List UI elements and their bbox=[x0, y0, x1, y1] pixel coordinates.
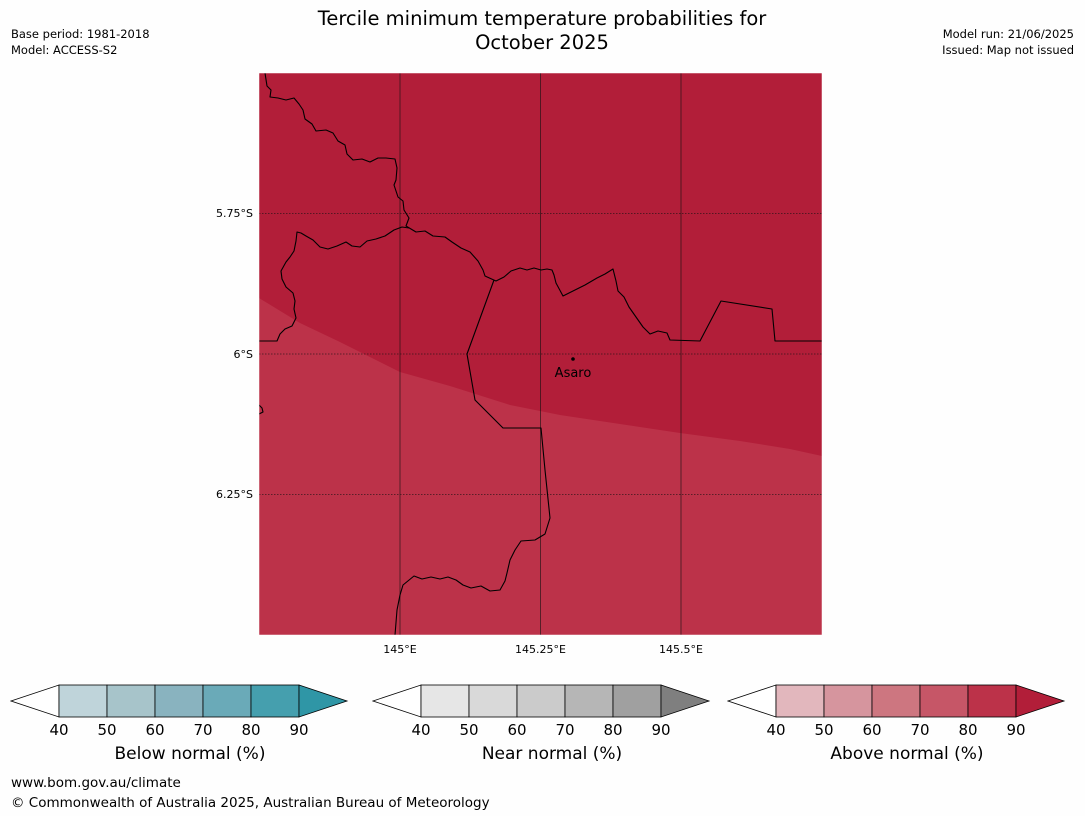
colorbar-below-normal-tick: 50 bbox=[97, 721, 117, 739]
lon-label-145-25e: 145.25°E bbox=[515, 643, 566, 656]
colorbar-below-normal-lower-extend bbox=[10, 684, 60, 718]
colorbar-near-normal-upper-extend bbox=[660, 684, 711, 718]
colorbar-near-normal-swatches bbox=[372, 684, 711, 718]
base-period-text: Base period: 1981-2018 bbox=[11, 27, 150, 41]
colorbar-near-normal-swatch bbox=[564, 684, 614, 718]
colorbar-above-normal-tick: 70 bbox=[910, 721, 930, 739]
boundary-west-edge bbox=[259, 404, 264, 415]
colorbar-above-normal-swatches bbox=[727, 684, 1066, 718]
boundary-southern bbox=[394, 279, 551, 635]
lat-label-6-25s: 6.25°S bbox=[216, 488, 253, 501]
colorbar-above-normal-swatch bbox=[871, 684, 921, 718]
colorbar-above-normal-tick: 40 bbox=[766, 721, 786, 739]
lat-label-6s: 6°S bbox=[234, 348, 253, 361]
colorbar-below-normal-swatch bbox=[250, 684, 300, 718]
colorbar-below-normal-tick: 80 bbox=[241, 721, 261, 739]
colorbar-above-normal-swatch bbox=[919, 684, 969, 718]
colorbar-above-normal-tick: 80 bbox=[958, 721, 978, 739]
colorbar-near-normal-tick: 80 bbox=[603, 721, 623, 739]
colorbar-above-normal-upper-extend bbox=[1015, 684, 1066, 718]
colorbar-below-normal-swatch bbox=[154, 684, 204, 718]
issued-text: Issued: Map not issued bbox=[942, 43, 1074, 57]
colorbar-near-normal-swatch bbox=[612, 684, 662, 718]
colorbar-above-normal-tick: 50 bbox=[814, 721, 834, 739]
model-text: Model: ACCESS-S2 bbox=[11, 43, 118, 57]
title-line-2: October 2025 bbox=[475, 31, 609, 54]
model-run-text: Model run: 21/06/2025 bbox=[942, 27, 1074, 41]
footer-copyright: © Commonwealth of Australia 2025, Austra… bbox=[11, 795, 490, 811]
map: Asaro 5.75°S 6°S 6.25°S 145°E 145.25°E 1… bbox=[216, 72, 823, 656]
colorbar-above-normal-label: Above normal (%) bbox=[830, 744, 984, 764]
colorbar-above-normal-tick: 90 bbox=[1006, 721, 1026, 739]
colorbar-above-normal-swatch bbox=[967, 684, 1017, 718]
colorbar-above-normal-swatch bbox=[823, 684, 873, 718]
colorbar-below-normal-swatch bbox=[106, 684, 156, 718]
colorbar-below-normal-tick: 40 bbox=[49, 721, 69, 739]
metadata-right: Model run: 21/06/2025 Issued: Map not is… bbox=[942, 26, 1074, 58]
colorbar-near-normal-tick: 90 bbox=[651, 721, 671, 739]
chart-title: Tercile minimum temperature probabilitie… bbox=[242, 7, 842, 55]
boundary-northern bbox=[264, 73, 822, 342]
colorbar-below-normal-swatches bbox=[10, 684, 349, 718]
colorbar-near-normal-swatch bbox=[516, 684, 566, 718]
colorbar-near-normal-tick: 60 bbox=[507, 721, 527, 739]
graticule bbox=[259, 73, 822, 635]
colorbar-below-normal: Below normal (%) 40 50 60 70 80 90 bbox=[10, 680, 370, 770]
lon-label-145-5e: 145.5°E bbox=[659, 643, 703, 656]
lat-label-5-75s: 5.75°S bbox=[216, 207, 253, 220]
colorbar-below-normal-swatch bbox=[58, 684, 108, 718]
asaro-marker bbox=[571, 357, 575, 361]
colorbar-below-normal-label: Below normal (%) bbox=[114, 744, 266, 764]
colorbar-near-normal: Near normal (%) 40 50 60 70 80 90 bbox=[372, 680, 732, 770]
colorbar-near-normal-tick: 50 bbox=[459, 721, 479, 739]
footer-url: www.bom.gov.au/climate bbox=[11, 775, 181, 791]
colorbar-above-normal-lower-extend bbox=[727, 684, 777, 718]
colorbar-above-normal-tick: 60 bbox=[862, 721, 882, 739]
colorbar-near-normal-lower-extend bbox=[372, 684, 422, 718]
title-line-1: Tercile minimum temperature probabilitie… bbox=[317, 7, 767, 30]
colorbar-above-normal-swatch bbox=[775, 684, 825, 718]
colorbar-below-normal-swatch bbox=[202, 684, 252, 718]
lon-label-145e: 145°E bbox=[383, 643, 416, 656]
asaro-label: Asaro bbox=[555, 366, 592, 381]
colorbar-near-normal-swatch bbox=[420, 684, 470, 718]
colorbar-below-normal-tick: 60 bbox=[145, 721, 165, 739]
colorbar-near-normal-tick: 40 bbox=[411, 721, 431, 739]
boundary-western bbox=[259, 226, 410, 342]
colorbar-above-normal: Above normal (%) 40 50 60 70 80 90 bbox=[727, 680, 1085, 770]
colorbar-near-normal-swatch bbox=[468, 684, 518, 718]
map-frame bbox=[258, 72, 823, 636]
colorbar-near-normal-tick: 70 bbox=[555, 721, 575, 739]
colorbar-below-normal-tick: 70 bbox=[193, 721, 213, 739]
metadata-left: Base period: 1981-2018 Model: ACCESS-S2 bbox=[11, 26, 150, 58]
province-boundaries bbox=[259, 73, 822, 635]
colorbar-below-normal-upper-extend bbox=[298, 684, 349, 718]
colorbar-near-normal-label: Near normal (%) bbox=[481, 744, 623, 764]
colorbar-below-normal-tick: 90 bbox=[289, 721, 309, 739]
